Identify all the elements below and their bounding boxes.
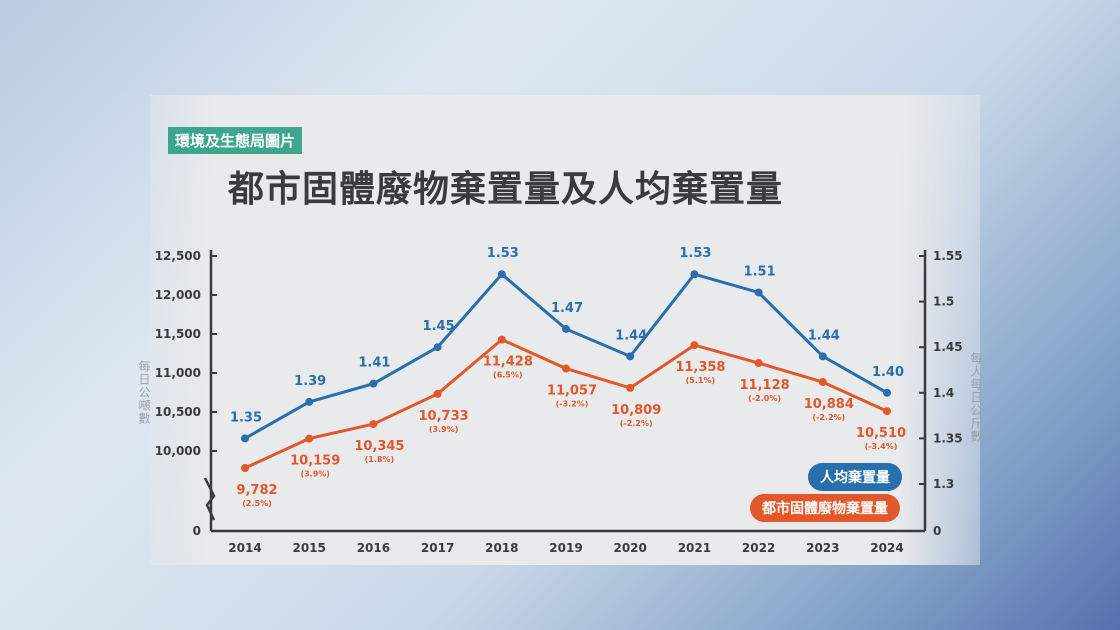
x-tick-label: 2023: [806, 541, 839, 555]
source-tag: 環境及生態局圖片: [168, 127, 303, 154]
change-label: (-3.4%): [865, 442, 898, 451]
x-tick-label: 2024: [870, 541, 903, 555]
data-point: [883, 407, 891, 416]
left-tick-label: 12,000: [155, 288, 201, 302]
data-point: [818, 378, 827, 387]
right-axis-title: 每人每日公斤數: [969, 352, 983, 443]
left-tick-label: 11,500: [155, 327, 201, 341]
data-point: [562, 364, 570, 373]
change-label: (-2.0%): [748, 394, 781, 403]
change-label: (5.1%): [686, 376, 716, 385]
left-tick-label: 0: [193, 524, 201, 538]
data-point: [626, 383, 635, 392]
change-label: (-2.2%): [620, 419, 653, 428]
change-label: (-2.2%): [812, 413, 845, 422]
data-label: 11,057: [547, 384, 597, 399]
data-point: [369, 379, 378, 388]
data-label: 1.53: [679, 246, 711, 261]
data-label: 10,733: [419, 409, 469, 424]
left-tick-label: 10,000: [155, 444, 201, 458]
data-point: [626, 352, 635, 361]
data-point: [241, 434, 249, 443]
data-point: [690, 341, 699, 350]
data-point: [497, 270, 506, 279]
axis-break-mark: [203, 477, 216, 521]
data-point: [818, 352, 827, 361]
x-tick-label: 2021: [678, 541, 711, 555]
data-label: 1.53: [487, 246, 519, 261]
data-label: 10,345: [354, 439, 404, 454]
data-label: 1.47: [551, 301, 583, 316]
chart-title: 都市固體廢物棄置量及人均棄置量: [228, 169, 784, 210]
x-tick-label: 2014: [228, 541, 261, 555]
data-point: [369, 420, 378, 429]
right-tick-label: 1.3: [933, 477, 954, 491]
right-tick-label: 1.5: [933, 295, 954, 309]
data-label: 1.44: [615, 328, 647, 343]
right-tick-label: 0: [933, 524, 941, 538]
right-tick-label: 1.4: [933, 386, 954, 400]
data-label: 11,428: [483, 355, 533, 370]
right-tick-label: 1.35: [933, 431, 963, 445]
x-tick-label: 2015: [292, 541, 325, 555]
data-label: 10,510: [856, 426, 906, 441]
data-label: 1.44: [808, 328, 840, 343]
data-label: 1.41: [358, 356, 390, 371]
data-label: 1.51: [744, 264, 776, 279]
data-point: [883, 388, 891, 397]
data-label: 10,884: [804, 397, 854, 412]
data-point: [305, 397, 314, 406]
change-label: (3.9%): [300, 470, 330, 479]
change-label: (-3.2%): [556, 400, 589, 409]
data-label: 9,782: [236, 483, 277, 498]
data-point: [241, 464, 249, 473]
left-tick-label: 11,000: [155, 366, 201, 380]
data-label: 10,809: [611, 403, 661, 418]
change-label: (2.5%): [242, 499, 272, 508]
series-line-0: [244, 272, 888, 440]
data-point: [754, 359, 763, 368]
data-label: 1.40: [872, 365, 904, 380]
x-tick-label: 2022: [742, 541, 775, 555]
left-tick-label: 12,500: [155, 249, 201, 263]
data-point: [497, 335, 506, 344]
data-label: 1.39: [294, 374, 326, 389]
data-point: [305, 434, 314, 443]
change-label: (1.8%): [365, 455, 395, 464]
left-axis-title: 每日公噸數: [137, 360, 151, 425]
data-label: 11,358: [675, 360, 725, 375]
x-tick-label: 2019: [549, 541, 582, 555]
x-tick-label: 2017: [421, 541, 454, 555]
right-tick-label: 1.55: [933, 249, 963, 263]
x-tick-label: 2016: [357, 541, 390, 555]
change-label: (6.5%): [493, 371, 523, 380]
data-label: 10,159: [290, 454, 340, 469]
x-tick-label: 2020: [613, 541, 646, 555]
legend-per-capita: 人均棄置量: [808, 463, 902, 491]
data-label: 11,128: [740, 378, 790, 393]
right-tick-label: 1.45: [933, 340, 963, 354]
data-point: [690, 270, 699, 279]
left-tick-label: 10,500: [155, 405, 201, 419]
change-label: (3.9%): [429, 425, 459, 434]
data-point: [562, 324, 570, 333]
data-point: [433, 343, 442, 352]
data-label: 1.45: [423, 319, 455, 334]
data-point: [433, 389, 442, 398]
x-tick-label: 2018: [485, 541, 518, 555]
data-label: 1.35: [230, 410, 262, 425]
data-point: [754, 288, 763, 297]
legend-msw: 都市固體廢物棄置量: [750, 494, 900, 522]
